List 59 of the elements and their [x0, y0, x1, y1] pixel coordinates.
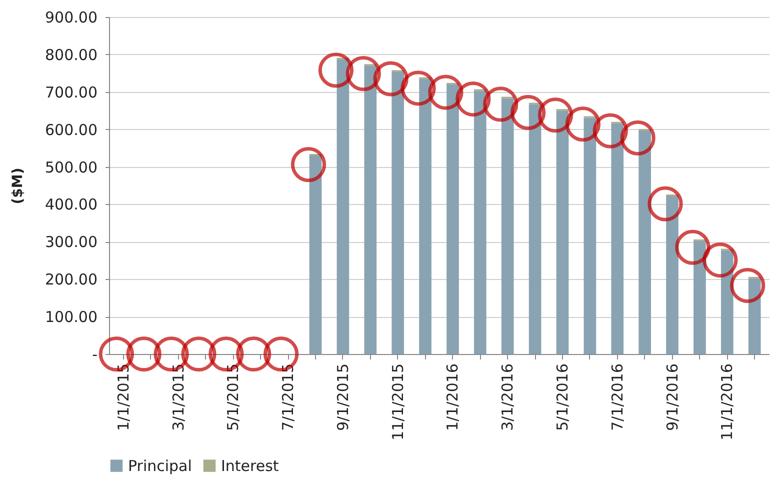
y-tick-label: 400.00 [45, 196, 98, 214]
point [592, 113, 628, 148]
y-tick-label: 700.00 [45, 83, 98, 102]
bar [528, 104, 542, 354]
point [428, 74, 464, 110]
bar [364, 66, 377, 354]
x-tick-label: 7/1/2016 [608, 364, 626, 431]
point [675, 230, 710, 265]
point [620, 120, 656, 156]
point [483, 86, 518, 122]
point [702, 242, 738, 278]
x-tick-label: 1/1/2015 [114, 364, 132, 431]
bar [446, 84, 459, 354]
bar [392, 72, 404, 354]
y-tick-label: 200.00 [45, 270, 98, 289]
point [346, 56, 381, 92]
bar [748, 278, 761, 354]
point [290, 147, 326, 182]
x-tick-label: 9/1/2016 [663, 364, 682, 431]
point [538, 98, 574, 133]
bar [336, 59, 350, 354]
x-tick-label: 11/1/2016 [718, 364, 736, 440]
x-tick-label: 1/1/2016 [444, 364, 462, 431]
point [730, 268, 766, 304]
y-tick-label: 500.00 [45, 158, 98, 176]
x-tick-label: 9/1/2015 [334, 364, 352, 431]
x-tick-label: 3/1/2015 [169, 364, 188, 431]
bar [638, 130, 651, 354]
point [456, 81, 491, 117]
y-axis-title: ($M) [10, 168, 26, 204]
y-tick-label: - [92, 346, 98, 364]
x-tick-label: 3/1/2016 [498, 364, 517, 431]
legend-label: Interest [221, 456, 279, 475]
bar [556, 110, 569, 354]
bar [720, 250, 734, 354]
bar [611, 123, 624, 354]
point [400, 70, 436, 106]
bar [309, 156, 322, 354]
bar [419, 78, 432, 354]
y-tick-label: 800.00 [45, 46, 98, 64]
point [373, 61, 408, 96]
point [648, 186, 683, 222]
x-tick-label: 5/1/2015 [224, 364, 242, 431]
y-tick-label: 100.00 [45, 308, 98, 326]
point [318, 52, 354, 88]
bar [694, 240, 706, 354]
y-tick-label: 300.00 [45, 233, 98, 252]
x-tick-label: 11/1/2015 [388, 364, 407, 440]
x-tick-label: 5/1/2016 [553, 364, 572, 431]
y-tick-label: 900.00 [45, 8, 98, 26]
bar [501, 98, 514, 354]
point [565, 106, 600, 142]
x-tick-label: 7/1/2015 [279, 364, 298, 431]
bar [584, 118, 596, 354]
bar [666, 196, 678, 354]
legend-label: Principal [128, 456, 192, 475]
y-tick-label: 600.00 [45, 120, 98, 139]
point [510, 94, 546, 130]
bar [474, 90, 486, 354]
